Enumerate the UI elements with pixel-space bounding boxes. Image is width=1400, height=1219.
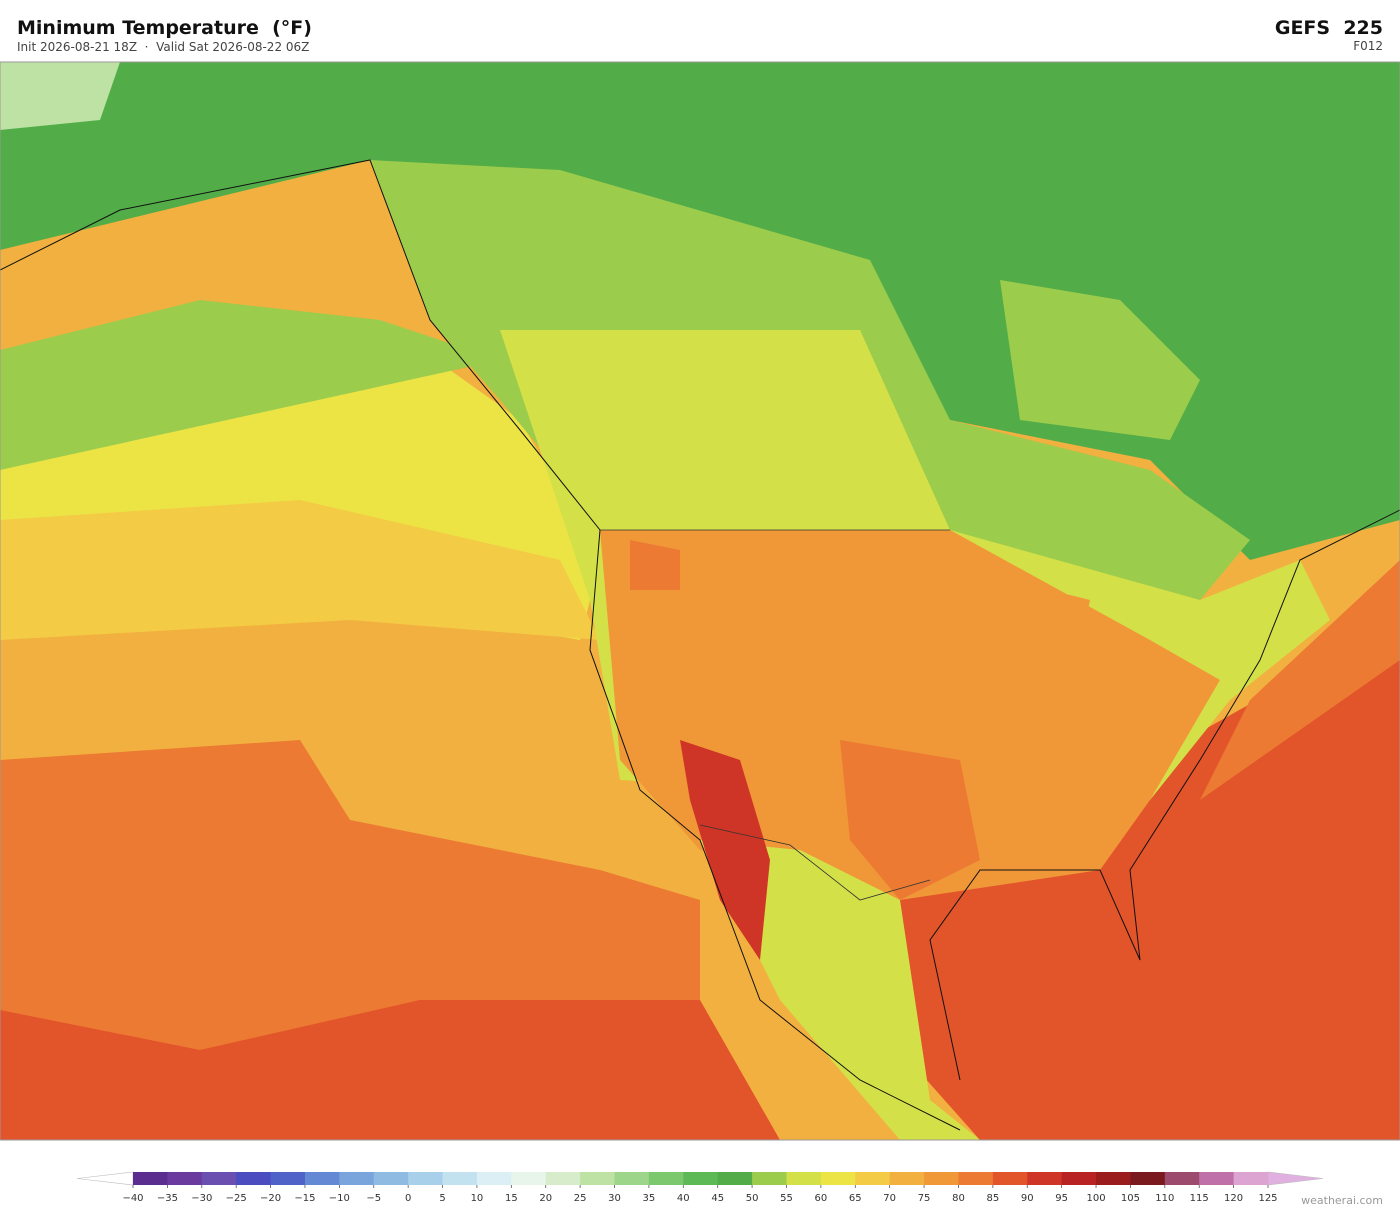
colorbar-tick-label: 50 <box>746 1193 759 1204</box>
temp-region <box>0 62 120 130</box>
colorbar-bin <box>511 1172 547 1185</box>
colorbar-tick-label: −20 <box>260 1193 281 1204</box>
colorbar-bin <box>167 1172 203 1185</box>
colorbar-tick-label: 110 <box>1155 1193 1174 1204</box>
colorbar-bin <box>236 1172 272 1185</box>
colorbar-bin <box>1027 1172 1063 1185</box>
temp-region <box>0 62 1400 560</box>
temp-region <box>0 1000 780 1140</box>
colorbar-bin <box>270 1172 306 1185</box>
colorbar-tick-label: 15 <box>505 1193 518 1204</box>
colorbar-tick-label: 5 <box>439 1193 445 1204</box>
colorbar-bin <box>1233 1172 1269 1185</box>
colorbar-bin <box>545 1172 581 1185</box>
temp-region <box>680 740 770 960</box>
temp-region <box>0 300 500 470</box>
colorbar-tick-label: −40 <box>122 1193 143 1204</box>
colorbar-bin <box>855 1172 891 1185</box>
model-label: GEFS 225 <box>1275 17 1383 39</box>
colorbar-tick-label: 40 <box>677 1193 690 1204</box>
coastline <box>0 159 961 1131</box>
coastline <box>929 509 1400 1081</box>
colorbar-tick-label: −35 <box>157 1193 178 1204</box>
temp-region <box>1200 560 1400 800</box>
colorbar-tick-label: 100 <box>1086 1193 1105 1204</box>
colorbar-bin <box>958 1172 994 1185</box>
colorbar-bin <box>683 1172 719 1185</box>
colorbar-tick-label: 65 <box>849 1193 862 1204</box>
colorbar-tick-label: 90 <box>1021 1193 1034 1204</box>
colorbar-over <box>1267 1171 1324 1186</box>
forecast-hour: F012 <box>1353 39 1383 53</box>
colorbar-bin <box>1130 1172 1166 1185</box>
colorbar-tick-label: 25 <box>574 1193 587 1204</box>
temp-region <box>700 840 980 1140</box>
colorbar-tick-label: 75 <box>918 1193 931 1204</box>
colorbar-tick-label: 20 <box>539 1193 552 1204</box>
colorbar-tick-label: 105 <box>1121 1193 1140 1204</box>
colorbar-bin <box>717 1172 753 1185</box>
colorbar-bin <box>304 1172 340 1185</box>
colorbar-under <box>76 1171 134 1186</box>
temp-region <box>0 500 600 640</box>
colorbar: −40 −35 −30 −25 −20 −15 −10 −5 0 5 10 15 20 25 30 35 40 4… <box>76 1171 1324 1204</box>
colorbar-bin <box>1096 1172 1131 1185</box>
colorbar-bin <box>1061 1172 1097 1185</box>
colorbar-bin <box>373 1172 409 1185</box>
colorbar-bin <box>752 1172 787 1185</box>
colorbar-tick-label: 125 <box>1258 1193 1277 1204</box>
title: Minimum Temperature (°F) <box>17 17 312 39</box>
colorbar-bin <box>408 1172 444 1185</box>
colorbar-tick-label: 80 <box>952 1193 965 1204</box>
colorbar-bin <box>133 1172 168 1185</box>
map <box>0 61 1400 1141</box>
temp-region <box>1050 590 1090 650</box>
colorbar-tick-label: 95 <box>1055 1193 1068 1204</box>
colorbar-bin <box>992 1172 1028 1185</box>
subtitle: Init 2026-08-21 18Z · Valid Sat 2026-08-… <box>17 40 309 54</box>
border <box>699 824 931 901</box>
colorbar-bin <box>1164 1172 1200 1185</box>
colorbar-bin <box>201 1172 237 1185</box>
colorbar-tick-label: 60 <box>815 1193 828 1204</box>
colorbar-bin <box>820 1172 856 1185</box>
colorbar-tick-label: 55 <box>780 1193 793 1204</box>
temp-region <box>1000 280 1200 440</box>
map-frame <box>0 61 1400 1141</box>
colorbar-bin <box>442 1172 478 1185</box>
colorbar-bin <box>924 1172 959 1185</box>
colorbar-tick-label: 70 <box>883 1193 896 1204</box>
colorbar-bin <box>614 1172 650 1185</box>
temp-region <box>900 620 1400 1140</box>
credit: weatherai.com <box>1301 1194 1383 1207</box>
colorbar-bin <box>786 1172 822 1185</box>
colorbar-tick-label: 115 <box>1190 1193 1209 1204</box>
colorbar-bin <box>580 1172 616 1185</box>
colorbar-tick-label: 10 <box>471 1193 484 1204</box>
colorbar-tick-label: 30 <box>608 1193 621 1204</box>
temp-region <box>630 540 680 590</box>
colorbar-tick-label: −5 <box>366 1193 381 1204</box>
colorbar-tick-label: −25 <box>226 1193 247 1204</box>
temp-region <box>840 740 980 900</box>
colorbar-bin <box>476 1172 512 1185</box>
colorbar-tick-label: 35 <box>643 1193 656 1204</box>
colorbar-bin <box>889 1172 925 1185</box>
colorbar-tick-label: 0 <box>405 1193 411 1204</box>
colorbar-tick-label: −10 <box>329 1193 350 1204</box>
colorbar-bin <box>1199 1172 1235 1185</box>
colorbar-tick-label: −15 <box>294 1193 315 1204</box>
colorbar-tick-label: 120 <box>1224 1193 1243 1204</box>
colorbar-tick-label: −30 <box>191 1193 212 1204</box>
colorbar-tick-label: 85 <box>986 1193 999 1204</box>
colorbar-bin <box>648 1172 684 1185</box>
colorbar-tick-label: 45 <box>711 1193 724 1204</box>
colorbar-bin <box>339 1172 375 1185</box>
